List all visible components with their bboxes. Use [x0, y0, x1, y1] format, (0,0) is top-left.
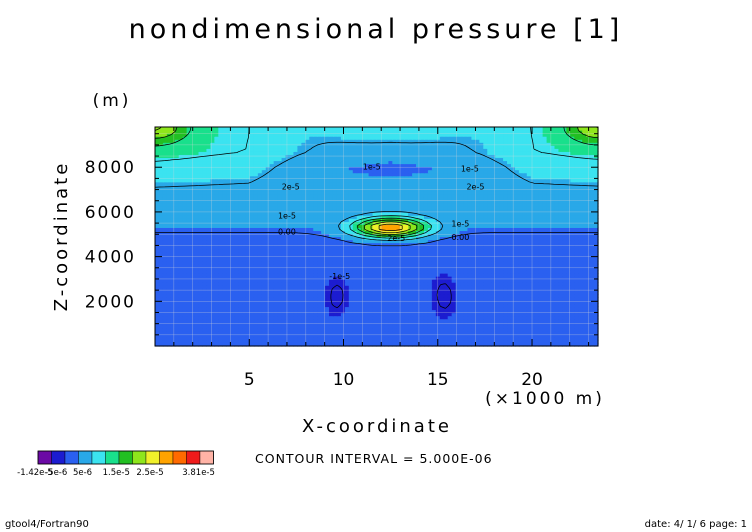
colorbar-label: -1.42e-5	[17, 468, 53, 478]
contour-label: 1e-5	[451, 219, 469, 228]
colorbar-label: -5e-6	[45, 468, 67, 478]
contour-label: 2e-5	[387, 234, 405, 243]
y-tick-label: 4000	[85, 248, 136, 268]
colorbar-label: 1.5e-5	[103, 468, 130, 478]
chart-title: nondimensional pressure [1]	[129, 14, 624, 45]
colorbar-swatch	[186, 450, 201, 465]
colorbar-label: 2.5e-5	[136, 468, 163, 478]
plot-frame	[154, 126, 599, 347]
colorbar-swatch	[159, 450, 174, 465]
colorbar-swatch	[64, 450, 79, 465]
y-tick-label: 2000	[85, 292, 136, 312]
contour-label: 0.00	[451, 233, 469, 242]
contour-label: -1e-5	[329, 272, 350, 281]
x-tick-label: 10	[333, 370, 355, 390]
colorbar-swatch	[172, 450, 187, 465]
colorbar-swatch	[91, 450, 106, 465]
contour-path	[154, 126, 599, 309]
contour-labels: 1e-5 1e-5 2e-5 2e-5 1e-5 0.00 1e-5 0.00 2e-5 -1e-…	[278, 162, 485, 281]
contour-label: 0.00	[278, 227, 296, 236]
colorbar-swatch	[78, 450, 93, 465]
contour-label: 1e-5	[363, 162, 381, 171]
colorbar-swatch	[37, 450, 52, 465]
footer-right: date: 4/ 1/ 6 page: 1	[645, 519, 747, 530]
y-unit-label: (m)	[93, 91, 132, 111]
plot-area: 1e-5 1e-5 2e-5 2e-5 1e-5 0.00 1e-5 0.00 2e-5 -1e-…	[85, 126, 599, 390]
contour-label: 1e-5	[278, 212, 296, 221]
footer-left: gtool4/Fortran90	[5, 519, 89, 530]
colorbar-swatch	[199, 450, 214, 465]
contour-label: 2e-5	[282, 183, 300, 192]
x-tick-label: 15	[427, 370, 449, 390]
gridlines	[155, 127, 598, 346]
contour-interval-text: CONTOUR INTERVAL = 5.000E-06	[255, 451, 493, 466]
colorbar-label: 3.81e-5	[182, 468, 215, 478]
contour-lines	[154, 126, 599, 309]
colorbar-frame	[37, 450, 214, 465]
colorbar: -1.42e-5-5e-6 5e-6 1.5e-5 2.5e-5 3.81e-5	[17, 450, 215, 478]
colorbar-label: 5e-6	[73, 468, 92, 478]
y-tick-label: 8000	[85, 158, 136, 178]
colorbar-swatch	[132, 450, 147, 465]
axis-ticks: 5 10 15 20 2000 4000 6000 8000	[85, 127, 598, 390]
y-axis-label: Z-coordinate	[51, 161, 72, 312]
x-tick-label: 5	[244, 370, 255, 390]
colorbar-swatch	[105, 450, 120, 465]
colorbar-swatch	[51, 450, 66, 465]
x-axis-label: X-coordinate	[302, 416, 452, 437]
x-unit-label: (×1000 m)	[485, 389, 605, 409]
y-tick-label: 6000	[85, 203, 136, 223]
colorbar-swatch	[118, 450, 133, 465]
x-tick-label: 20	[521, 370, 543, 390]
contour-label: 1e-5	[461, 165, 479, 174]
contour-label: 2e-5	[466, 183, 484, 192]
colorbar-swatch	[145, 450, 160, 465]
